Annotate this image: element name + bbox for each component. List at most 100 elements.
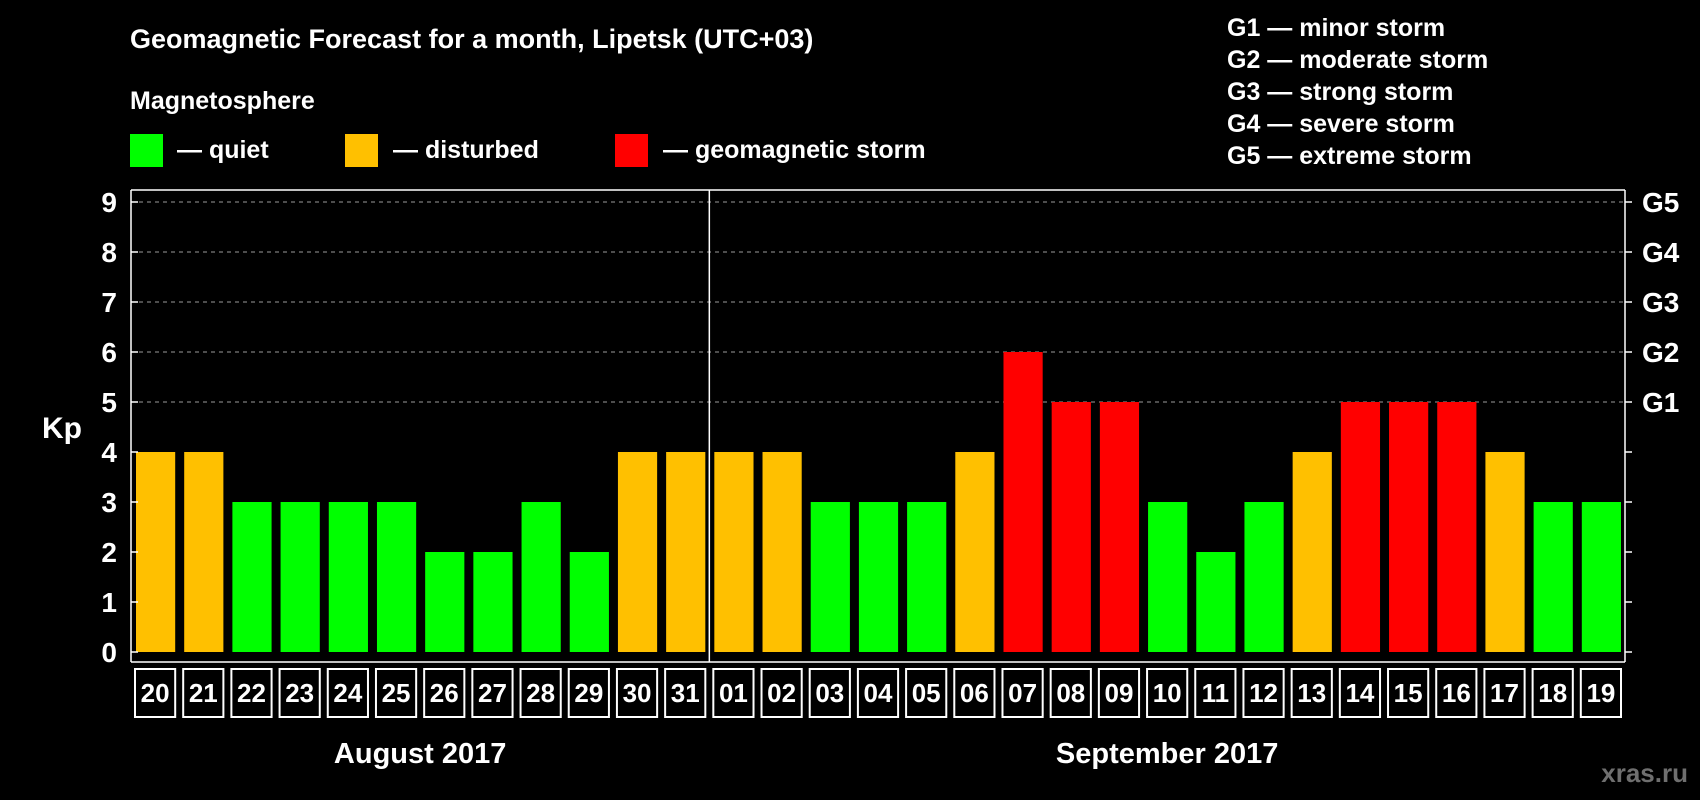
bar-day-29 xyxy=(569,552,609,652)
day-label: 06 xyxy=(960,678,989,708)
day-cell xyxy=(1290,668,1333,718)
day-cell xyxy=(1194,668,1237,718)
day-label: 22 xyxy=(237,678,266,708)
day-label: 01 xyxy=(719,678,748,708)
day-cell xyxy=(1097,668,1141,718)
bar-day-06 xyxy=(955,452,995,652)
day-cell xyxy=(760,668,803,718)
day-cell xyxy=(519,668,562,718)
bar-day-10 xyxy=(1148,502,1188,652)
legend-item-quiet: — quiet xyxy=(130,134,269,167)
day-cell xyxy=(1146,668,1189,718)
y-tick-label: 7 xyxy=(101,287,117,318)
day-label: 02 xyxy=(767,678,796,708)
day-label: 11 xyxy=(1202,678,1230,708)
bar-day-22 xyxy=(232,502,272,652)
day-label: 20 xyxy=(141,678,170,708)
y-tick-label: 2 xyxy=(101,537,117,568)
day-cell xyxy=(856,668,900,718)
legend-item-disturbed: — disturbed xyxy=(345,134,539,167)
bar-day-05 xyxy=(907,502,947,652)
storm-scale-legend: G1 — minor storm G2 — moderate storm G3 … xyxy=(1227,14,1488,170)
bar-day-24 xyxy=(328,502,368,652)
bar-day-20 xyxy=(136,452,176,652)
day-label: 25 xyxy=(382,678,411,708)
legend-swatch-disturbed xyxy=(345,134,378,167)
legend-swatch-storm xyxy=(615,134,648,167)
day-cell xyxy=(615,668,659,718)
day-label: 16 xyxy=(1442,678,1471,708)
day-cell xyxy=(1242,668,1285,718)
bar-day-07 xyxy=(1003,352,1043,652)
watermark: xras.ru xyxy=(1601,758,1688,788)
day-cell xyxy=(471,668,514,718)
day-label: 18 xyxy=(1538,678,1567,708)
bar-day-13 xyxy=(1292,452,1332,652)
bar-day-18 xyxy=(1533,502,1573,652)
day-cell xyxy=(808,668,851,718)
storm-level-g2: G2 xyxy=(1642,337,1679,368)
storm-scale-g4: G4 — severe storm xyxy=(1227,110,1455,138)
storm-level-g5: G5 xyxy=(1642,187,1679,218)
storm-level-labels: G1 G2 G3 G4 G5 xyxy=(1642,187,1680,418)
day-cell xyxy=(230,668,273,718)
day-label: 29 xyxy=(574,678,603,708)
bar-day-04 xyxy=(858,502,899,652)
y-tick-label: 5 xyxy=(101,387,117,418)
storm-scale-g5: G5 — extreme storm xyxy=(1227,142,1472,170)
bar-day-11 xyxy=(1196,552,1236,652)
storm-level-g3: G3 xyxy=(1642,287,1679,318)
y-tick-label: 3 xyxy=(101,487,117,518)
bar-day-27 xyxy=(473,552,513,652)
y-tick-labels: 0 1 2 3 4 5 6 7 8 9 xyxy=(101,187,117,668)
day-label: 08 xyxy=(1056,678,1085,708)
day-cell xyxy=(1001,668,1044,718)
bar-day-12 xyxy=(1244,502,1284,652)
bar-day-23 xyxy=(280,502,320,652)
bar-day-02 xyxy=(762,452,802,652)
storm-scale-g3: G3 — strong storm xyxy=(1227,78,1453,106)
day-label: 09 xyxy=(1105,678,1134,708)
bar-day-03 xyxy=(810,502,850,652)
day-cell xyxy=(1579,668,1622,718)
day-label: 26 xyxy=(430,678,459,708)
day-label: 03 xyxy=(815,678,844,708)
storm-level-g1: G1 xyxy=(1642,387,1679,418)
day-label: 05 xyxy=(912,678,941,708)
legend-label-quiet: — quiet xyxy=(177,136,269,164)
y-tick-label: 8 xyxy=(101,237,117,268)
gridlines xyxy=(131,201,1625,403)
day-label: 27 xyxy=(478,678,507,708)
day-label: 04 xyxy=(864,678,893,708)
y-axis-label: Kp xyxy=(42,412,82,445)
day-label: 24 xyxy=(333,678,362,708)
bars xyxy=(136,352,1621,652)
month-label: August 2017 xyxy=(334,738,506,770)
day-label: 17 xyxy=(1490,678,1519,708)
day-label: 21 xyxy=(189,678,218,708)
bar-day-25 xyxy=(376,502,417,652)
day-label: 07 xyxy=(1008,678,1037,708)
y-tick-label: 6 xyxy=(101,337,117,368)
bar-day-17 xyxy=(1485,452,1525,652)
y-tick-label: 9 xyxy=(101,187,117,218)
day-cell xyxy=(1338,668,1382,718)
month-label: September 2017 xyxy=(1056,738,1278,770)
legend: — quiet — disturbed — geomagnetic storm xyxy=(130,134,926,167)
day-cell xyxy=(278,668,321,718)
day-cell xyxy=(1435,668,1478,718)
bar-day-21 xyxy=(184,452,224,652)
day-cell xyxy=(134,668,177,718)
day-label: 30 xyxy=(623,678,652,708)
day-cell xyxy=(1531,668,1574,718)
day-cell xyxy=(664,668,707,718)
day-cell xyxy=(953,668,996,718)
bar-day-28 xyxy=(521,502,561,652)
day-label: 10 xyxy=(1153,678,1182,708)
storm-scale-g1: G1 — minor storm xyxy=(1227,14,1445,42)
chart-title: Geomagnetic Forecast for a month, Lipets… xyxy=(130,24,813,54)
day-cell xyxy=(712,668,755,718)
day-label: 13 xyxy=(1297,678,1326,708)
bar-day-19 xyxy=(1581,502,1621,652)
day-label: 31 xyxy=(671,678,700,708)
